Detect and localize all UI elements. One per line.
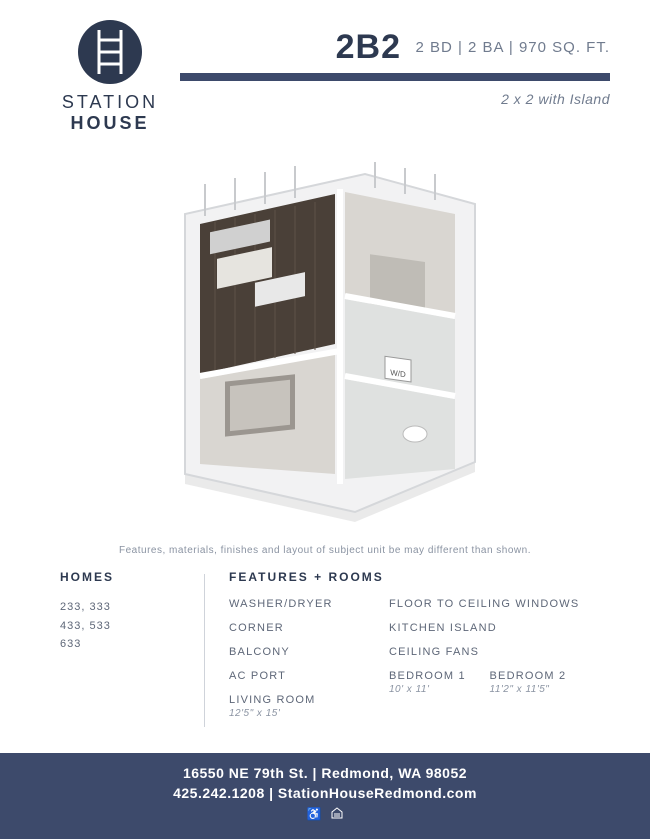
brand-line-2: HOUSE <box>40 113 180 134</box>
room-dim: 10' x 11' <box>389 684 490 695</box>
feature-item: AC PORT <box>229 670 389 682</box>
info-section: HOMES 233, 333 433, 533 633 FEATURES + R… <box>0 570 650 731</box>
homes-label: HOMES <box>60 570 180 584</box>
footer-address: 16550 NE 79th St. | Redmond, WA 98052 <box>0 765 650 781</box>
room-item: BEDROOM 1 10' x 11' <box>389 670 490 695</box>
logo-icon <box>78 20 142 84</box>
feature-item: CEILING FANS <box>389 646 590 658</box>
accessibility-icon: ♿ <box>307 807 322 821</box>
plan-code: 2B2 <box>336 28 401 66</box>
feature-item: FLOOR TO CEILING WINDOWS <box>389 598 590 610</box>
logo-block: STATION HOUSE <box>40 20 180 134</box>
plan-specs: 2 BD | 2 BA | 970 SQ. FT. <box>415 39 610 56</box>
disclaimer: Features, materials, finishes and layout… <box>0 539 650 570</box>
feature-item: WASHER/DRYER <box>229 598 389 610</box>
floorplan-wrap: W/D <box>0 134 650 539</box>
plan-subtitle: 2 x 2 with Island <box>180 91 610 107</box>
feature-item: BALCONY <box>229 646 389 658</box>
home-row: 633 <box>60 635 180 654</box>
feature-item: KITCHEN ISLAND <box>389 622 590 634</box>
home-row: 433, 533 <box>60 617 180 636</box>
room-dim: 11'2" x 11'5" <box>490 684 591 695</box>
footer-icons: ♿ <box>0 807 650 821</box>
room-name: LIVING ROOM <box>229 694 389 706</box>
room-item: LIVING ROOM 12'5" x 15' <box>229 694 389 719</box>
room-name: BEDROOM 1 <box>389 670 490 682</box>
room-item: BEDROOM 2 11'2" x 11'5" <box>490 670 591 695</box>
homes-column: HOMES 233, 333 433, 533 633 <box>60 570 180 731</box>
home-row: 233, 333 <box>60 598 180 617</box>
footer: 16550 NE 79th St. | Redmond, WA 98052 42… <box>0 753 650 839</box>
header: STATION HOUSE 2B2 2 BD | 2 BA | 970 SQ. … <box>0 0 650 134</box>
feature-item: CORNER <box>229 622 389 634</box>
footer-contact: 425.242.1208 | StationHouseRedmond.com <box>0 785 650 801</box>
vertical-divider <box>204 574 205 727</box>
features-label: FEATURES + ROOMS <box>229 570 389 584</box>
equal-housing-icon <box>331 807 343 821</box>
spacer <box>389 570 590 584</box>
brand-line-1: STATION <box>40 92 180 113</box>
title-block: 2B2 2 BD | 2 BA | 970 SQ. FT. 2 x 2 with… <box>180 20 610 134</box>
room-name: BEDROOM 2 <box>490 670 591 682</box>
floorplan-image: W/D <box>155 154 495 529</box>
features-block: FEATURES + ROOMS WASHER/DRYER CORNER BAL… <box>229 570 590 731</box>
accent-bar <box>180 73 610 81</box>
room-dim: 12'5" x 15' <box>229 708 389 719</box>
